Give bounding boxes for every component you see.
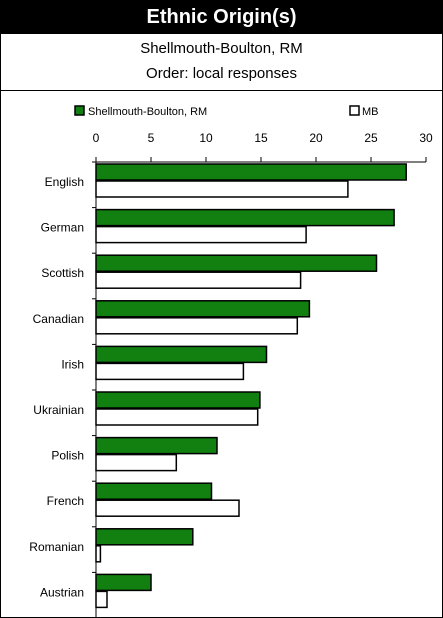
bar-mb-2: [95, 271, 302, 289]
bar-local-5: [95, 391, 261, 409]
category-label-1: German: [41, 221, 84, 235]
bar-local-4: [95, 345, 268, 364]
category-label-3: Canadian: [33, 312, 84, 326]
legend-label-0: Shellmouth-Boulton, RM: [88, 106, 207, 118]
order-note: Order: local responses: [146, 65, 297, 82]
bar-mb-9: [95, 590, 108, 609]
bar-mb-0: [95, 180, 349, 198]
category-label-6: Polish: [51, 449, 84, 463]
bar-mb-7: [95, 499, 240, 517]
x-tick-label-1: 5: [148, 131, 155, 145]
bar-local-7: [95, 482, 213, 500]
x-tick-label-5: 25: [364, 131, 378, 145]
chart-title: Ethnic Origin(s): [1, 1, 442, 34]
bar-mb-8: [95, 545, 102, 563]
category-label-8: Romanian: [29, 540, 84, 554]
category-label-0: English: [45, 175, 84, 189]
bar-local-9: [95, 573, 152, 592]
category-label-9: Austrian: [40, 585, 84, 599]
x-tick-label-0: 0: [93, 131, 100, 145]
category-label-7: French: [47, 494, 84, 508]
legend-swatch-0: [74, 105, 85, 116]
bar-mb-6: [95, 453, 178, 472]
category-label-4: Irish: [61, 357, 84, 371]
legend-swatch-1: [349, 105, 360, 116]
bar-mb-3: [95, 317, 299, 335]
chart-subtitle: Shellmouth-Boulton, RM: [140, 40, 303, 57]
header-divider: [1, 90, 442, 91]
bar-mb-5: [95, 408, 259, 426]
x-tick-label-4: 20: [309, 131, 323, 145]
bar-local-0: [95, 163, 407, 181]
legend-label-1: MB: [362, 106, 379, 118]
category-label-2: Scottish: [41, 266, 84, 280]
bar-local-1: [95, 208, 395, 227]
bar-local-6: [95, 436, 218, 455]
bar-mb-1: [95, 225, 307, 244]
bar-local-3: [95, 300, 311, 318]
x-tick-label-3: 15: [254, 131, 268, 145]
bar-local-8: [95, 528, 194, 546]
x-tick-label-2: 10: [199, 131, 213, 145]
bar-mb-4: [95, 362, 245, 381]
bar-local-2: [95, 254, 378, 272]
x-tick-label-6: 30: [419, 131, 433, 145]
category-label-5: Ukrainian: [33, 403, 84, 417]
